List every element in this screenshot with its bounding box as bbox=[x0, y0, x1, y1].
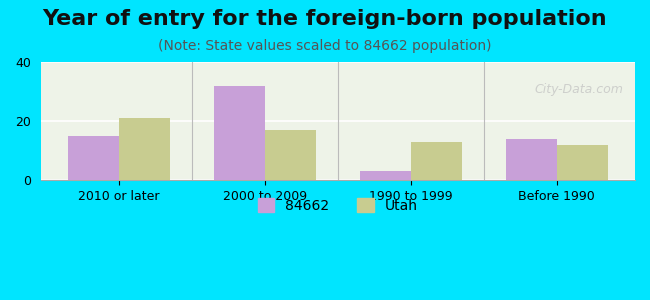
Bar bbox=[119, 118, 170, 180]
Legend: 84662, Utah: 84662, Utah bbox=[252, 192, 424, 218]
Bar bbox=[265, 130, 316, 180]
Text: Year of entry for the foreign-born population: Year of entry for the foreign-born popul… bbox=[43, 9, 607, 29]
Bar bbox=[557, 145, 608, 180]
Text: City-Data.com: City-Data.com bbox=[534, 83, 623, 96]
Bar bbox=[411, 142, 462, 180]
Bar bbox=[506, 139, 557, 180]
Bar bbox=[214, 85, 265, 180]
Bar bbox=[359, 171, 411, 180]
Bar bbox=[68, 136, 119, 180]
Text: (Note: State values scaled to 84662 population): (Note: State values scaled to 84662 popu… bbox=[158, 39, 492, 53]
